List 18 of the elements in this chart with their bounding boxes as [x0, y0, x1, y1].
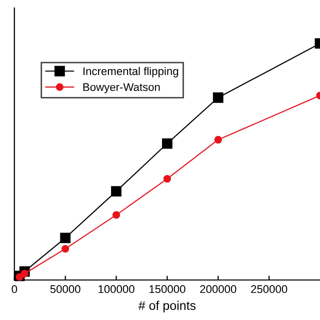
point: [111, 186, 122, 197]
point: [163, 174, 172, 183]
point: [112, 211, 120, 219]
point: [212, 92, 224, 103]
legend-label: Bowyer-Watson: [83, 83, 160, 94]
legend-label: Incremental flipping: [83, 66, 178, 78]
x-tick-label: 150000: [150, 285, 186, 294]
x-tick-label: 100000: [98, 285, 134, 294]
point: [62, 244, 70, 253]
x-axis-title: # of points: [138, 300, 196, 312]
x-tick-label: 250000: [251, 285, 288, 294]
x-tick-label: 200000: [200, 285, 236, 294]
x-tick-label: 50000: [50, 285, 80, 294]
point: [60, 232, 71, 244]
point: [214, 136, 222, 144]
x-tick-label: 0: [12, 285, 18, 294]
point: [20, 270, 28, 278]
point: [162, 138, 172, 149]
